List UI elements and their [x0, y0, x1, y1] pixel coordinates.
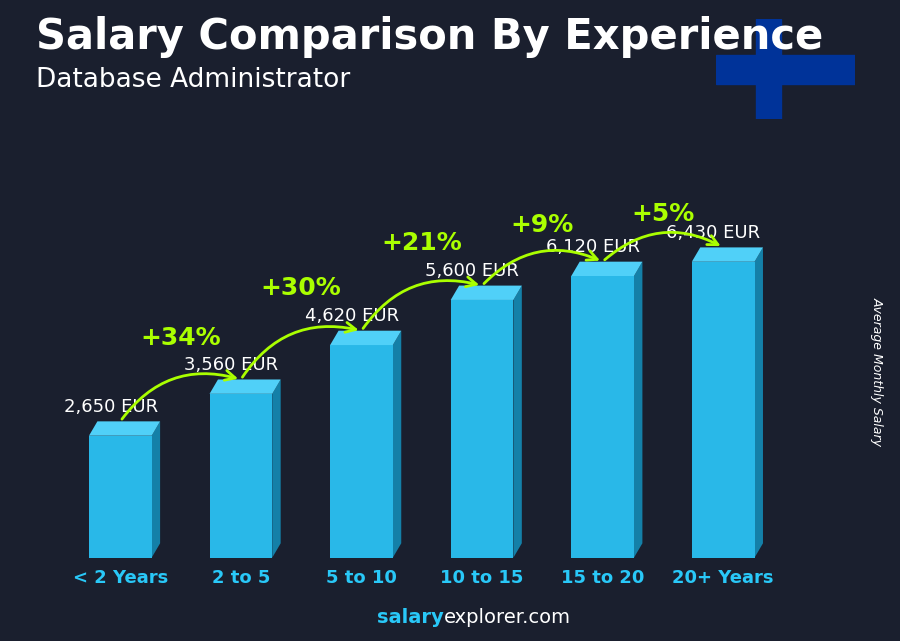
Text: salary: salary	[377, 608, 444, 627]
Bar	[756, 19, 780, 119]
Polygon shape	[330, 331, 401, 345]
Polygon shape	[272, 379, 281, 558]
Bar	[89, 436, 152, 558]
Bar	[451, 300, 513, 558]
Text: +21%: +21%	[382, 231, 462, 255]
Polygon shape	[572, 262, 643, 276]
Polygon shape	[754, 247, 763, 558]
Polygon shape	[634, 262, 643, 558]
Text: +34%: +34%	[140, 326, 220, 350]
Text: Database Administrator: Database Administrator	[36, 67, 350, 94]
Text: +30%: +30%	[261, 276, 342, 299]
Bar	[330, 345, 392, 558]
Text: 6,120 EUR: 6,120 EUR	[546, 238, 640, 256]
Bar	[692, 262, 754, 558]
Text: +5%: +5%	[631, 202, 695, 226]
Polygon shape	[451, 286, 522, 300]
Text: Average Monthly Salary: Average Monthly Salary	[871, 297, 884, 446]
Polygon shape	[513, 286, 522, 558]
Polygon shape	[89, 421, 160, 436]
Text: 3,560 EUR: 3,560 EUR	[184, 356, 278, 374]
Polygon shape	[210, 379, 281, 394]
Bar	[210, 394, 272, 558]
Text: 2,650 EUR: 2,650 EUR	[64, 398, 158, 416]
Text: Salary Comparison By Experience: Salary Comparison By Experience	[36, 16, 824, 58]
Polygon shape	[152, 421, 160, 558]
Text: 4,620 EUR: 4,620 EUR	[305, 307, 399, 326]
Text: 6,430 EUR: 6,430 EUR	[667, 224, 760, 242]
Polygon shape	[392, 331, 401, 558]
Text: +9%: +9%	[510, 213, 574, 237]
Bar	[572, 276, 634, 558]
Polygon shape	[692, 247, 763, 262]
Text: 5,600 EUR: 5,600 EUR	[426, 262, 519, 280]
Bar	[716, 55, 855, 84]
Text: explorer.com: explorer.com	[444, 608, 571, 627]
